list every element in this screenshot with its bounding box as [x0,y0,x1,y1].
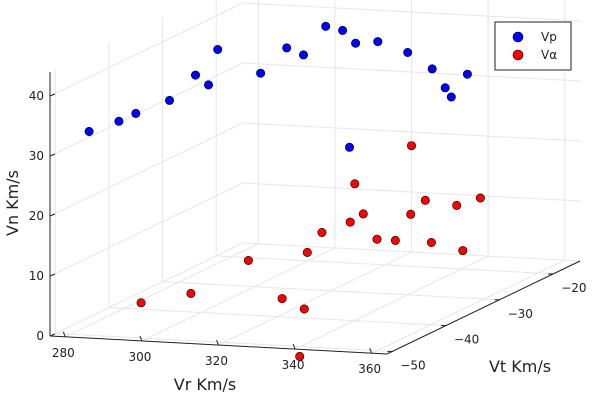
x-axis-title: Vr Km/s [174,375,236,394]
point-layer [84,21,485,361]
x-tick-label: 320 [205,354,228,368]
data-point-vp [131,108,141,118]
data-point-valpha [317,228,327,238]
data-point-vp [373,37,383,47]
floor-gridline-y [55,332,393,352]
floor-gridline-y [216,255,554,275]
back-wall-gridline-z [242,2,581,22]
y-tick-label: −50 [400,358,425,372]
z-axis-title: Vn Km/s [3,170,22,236]
data-point-vp [440,83,450,93]
data-point-valpha [406,141,416,151]
data-point-valpha [406,209,416,219]
data-point-valpha [302,247,312,257]
back-wall-gridline-z [242,122,581,142]
data-point-vp [446,92,456,102]
side-wall-gridline-z [49,62,244,157]
data-point-vp [165,95,175,105]
x-tick-mark [292,343,296,350]
data-point-vp [191,70,201,80]
data-point-valpha [136,298,146,308]
data-point-valpha [345,217,355,227]
z-tick-mark [49,93,56,97]
floor-gridline-y [108,307,446,327]
floor-gridline-y [162,281,500,301]
data-point-vp [282,43,292,53]
data-point-valpha [299,304,309,314]
data-point-vp [256,68,266,78]
floor-gridline-x [371,259,565,354]
legend-marker-valpha [512,49,524,61]
x-tick-mark [62,331,66,338]
legend-box [494,21,572,71]
z-tick-label: 10 [29,269,44,283]
x-tick-label: 360 [358,362,381,376]
floor-gridline-x [65,243,259,338]
data-point-vp [84,127,94,137]
data-point-valpha [420,195,430,205]
data-point-valpha [277,294,287,304]
data-point-valpha [186,288,196,298]
data-point-vp [462,69,472,79]
x-tick-label: 280 [52,346,75,360]
floor-gridline-x [141,247,336,342]
z-tick-label: 20 [29,209,44,223]
data-point-vp [344,142,354,152]
y-axis-line [386,260,581,355]
data-point-vp [338,25,348,35]
x-tick-mark [369,347,373,354]
tick-layer: 280 300 320 340 360 −50 −40 −30 −20 0 10 20 30 40 [29,89,587,376]
legend-label-valpha: Vα [541,48,557,62]
floor-gridline-x [218,251,412,346]
y-tick-label: −30 [508,307,533,321]
y-tick-label: −20 [561,281,586,295]
z-tick-label: 0 [36,329,44,343]
legend-label-vp: Vp [541,30,557,44]
data-point-vp [321,21,331,31]
z-tick-mark [49,273,56,277]
side-wall-gridline-z [49,182,244,277]
y-axis-title: Vt Km/s [489,357,551,376]
z-tick-mark [49,153,56,157]
side-wall-gridline-z [49,242,244,337]
data-point-vp [213,44,223,54]
back-wall-gridline-z [242,182,581,202]
legend: Vp Vα [494,21,572,71]
z-tick-label: 40 [29,89,44,103]
data-point-valpha [295,351,305,361]
data-point-valpha [350,179,360,189]
data-point-vp [298,50,308,60]
data-point-valpha [390,235,400,245]
data-point-valpha [372,234,382,244]
side-wall-gridline-z [49,122,244,217]
data-point-valpha [475,193,485,203]
data-point-vp [427,64,437,74]
x-tick-label: 300 [128,350,151,364]
data-point-valpha [452,200,462,210]
data-point-vp [204,80,214,90]
back-wall-gridline-z [242,62,581,82]
back-wall-gridline-z [242,242,581,262]
data-point-vp [114,116,124,126]
floor-gridline-x [294,255,489,350]
side-wall-gridline-z [49,2,244,97]
x-tick-mark [139,335,143,342]
data-point-valpha [426,238,436,248]
y-tick-label: −40 [454,333,479,347]
z-tick-label: 30 [29,149,44,163]
z-tick-mark [49,333,56,337]
data-point-vp [351,38,361,48]
data-point-vp [403,47,413,57]
x-tick-label: 340 [282,358,305,372]
axis-layer [49,72,581,355]
data-point-valpha [243,255,253,265]
x-tick-mark [216,339,219,346]
legend-marker-vp [512,31,524,43]
z-tick-mark [49,213,56,217]
data-point-valpha [458,246,468,256]
data-point-valpha [358,209,368,219]
